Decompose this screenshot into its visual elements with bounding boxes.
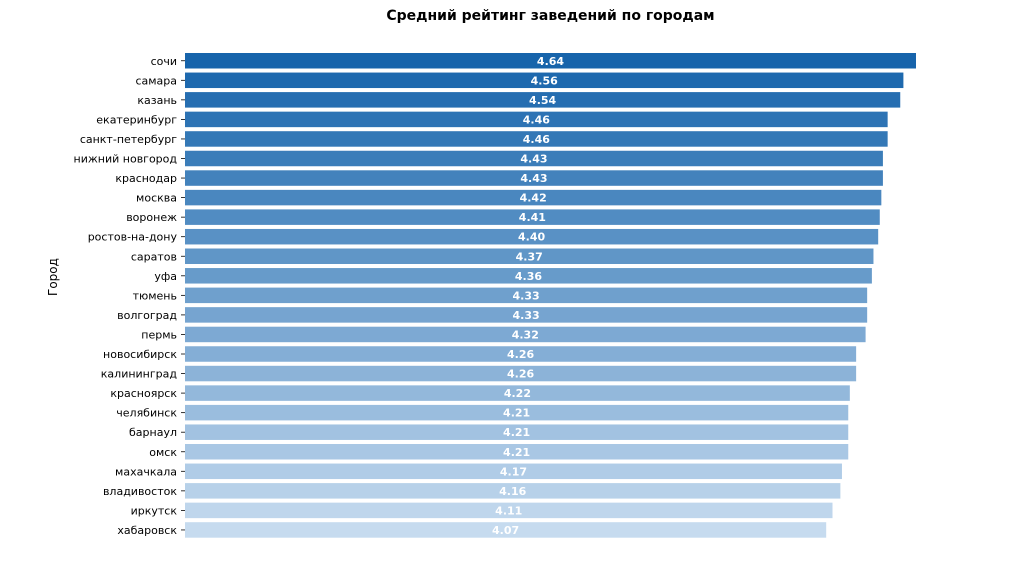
bar-тюмень <box>185 287 868 304</box>
bar-челябинск <box>185 404 849 421</box>
y-tick-label: хабаровск <box>117 524 177 537</box>
y-tick-label: челябинск <box>116 407 177 420</box>
bar-value-label: 4.46 <box>523 133 550 146</box>
y-tick-label: саратов <box>131 250 177 263</box>
bar-value-label: 4.07 <box>492 524 519 537</box>
bars-group <box>185 53 916 538</box>
y-tick-label: ростов-на-дону <box>88 231 178 244</box>
chart-title: Средний рейтинг заведений по городам <box>386 8 715 24</box>
bar-value-label: 4.26 <box>507 368 534 381</box>
bar-красноярск <box>185 385 850 401</box>
bar-новосибирск <box>185 346 857 362</box>
bar-омск <box>185 444 849 460</box>
bar-value-label: 4.33 <box>513 309 540 322</box>
bar-value-label: 4.54 <box>529 94 556 107</box>
bar-value-label: 4.40 <box>518 231 545 244</box>
y-tick-label: самара <box>135 74 177 87</box>
bar-нижний-новгород <box>185 150 883 167</box>
bar-value-label: 4.56 <box>531 74 558 87</box>
y-tick-label: иркутск <box>131 504 178 517</box>
value-labels-group: 4.64 4.56 4.54 4.46 4.46 4.43 4.43 4.42 4.41 4.40… <box>492 55 564 537</box>
bar-value-label: 4.22 <box>504 387 531 400</box>
y-tick-label: калининград <box>101 368 178 381</box>
y-tick-label: нижний новгород <box>74 153 178 166</box>
bar-сочи <box>185 53 916 69</box>
bar-уфа <box>185 268 872 284</box>
bar-ростов-на-дону <box>185 228 879 245</box>
bar-калининград <box>185 365 857 382</box>
y-tick-label: владивосток <box>103 485 177 498</box>
bar-value-label: 4.33 <box>513 289 540 302</box>
bar-иркутск <box>185 502 833 519</box>
bar-владивосток <box>185 483 841 499</box>
bar-воронеж <box>185 209 880 225</box>
y-tick-label: екатеринбург <box>96 113 177 126</box>
y-tick-label: омск <box>149 446 177 459</box>
bar-самара <box>185 72 904 89</box>
bar-value-label: 4.43 <box>520 172 547 185</box>
bar-value-label: 4.11 <box>495 504 522 517</box>
bar-value-label: 4.64 <box>537 55 564 68</box>
bar-value-label: 4.21 <box>503 426 530 439</box>
bar-value-label: 4.41 <box>519 211 546 224</box>
bar-казань <box>185 92 901 108</box>
bar-хабаровск <box>185 522 827 538</box>
y-tick-label: краснодар <box>115 172 177 185</box>
y-tick-label: красноярск <box>110 387 177 400</box>
y-tick-labels-group: сочи самара казань екатеринбург санкт-петерб… <box>74 55 185 537</box>
bar-краснодар <box>185 170 883 186</box>
y-tick-label: новосибирск <box>103 348 177 361</box>
bar-value-label: 4.21 <box>503 407 530 420</box>
bar-пермь <box>185 326 866 343</box>
bar-value-label: 4.17 <box>500 465 527 478</box>
bar-value-label: 4.21 <box>503 446 530 459</box>
y-tick-label: санкт-петербург <box>80 133 177 146</box>
bar-value-label: 4.42 <box>520 192 547 205</box>
y-tick-label: волгоград <box>117 309 177 322</box>
bar-екатеринбург <box>185 111 888 128</box>
y-tick-label: сочи <box>151 55 177 68</box>
bar-санкт-петербург <box>185 131 888 147</box>
y-tick-label: тюмень <box>133 289 177 302</box>
bar-барнаул <box>185 424 849 440</box>
y-tick-label: махачкала <box>115 465 177 478</box>
y-tick-label: казань <box>137 94 177 107</box>
bar-москва <box>185 189 882 206</box>
bar-value-label: 4.46 <box>523 113 550 126</box>
bar-саратов <box>185 248 874 264</box>
y-tick-label: уфа <box>154 270 177 283</box>
bar-волгоград <box>185 307 868 323</box>
bar-value-label: 4.36 <box>515 270 542 283</box>
bar-value-label: 4.26 <box>507 348 534 361</box>
y-tick-label: барнаул <box>129 426 177 439</box>
bar-value-label: 4.32 <box>512 328 539 341</box>
y-tick-label: москва <box>136 192 177 205</box>
y-axis-label: Город <box>46 258 60 296</box>
bar-value-label: 4.43 <box>520 153 547 166</box>
y-tick-label: воронеж <box>126 211 177 224</box>
y-tick-label: пермь <box>141 328 177 341</box>
bar-value-label: 4.37 <box>516 250 543 263</box>
bar-value-label: 4.16 <box>499 485 526 498</box>
bar-махачкала <box>185 463 842 480</box>
